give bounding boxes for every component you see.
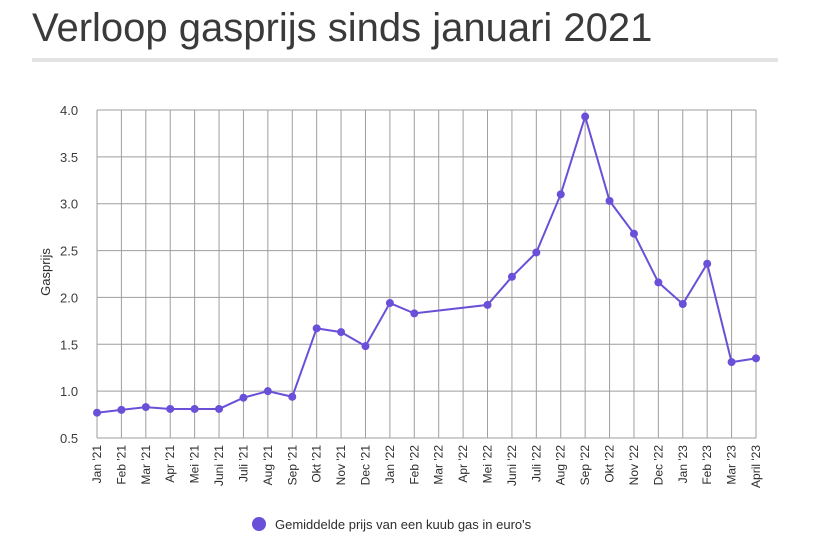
data-point xyxy=(581,112,590,121)
y-tick-label: 4.0 xyxy=(60,103,78,118)
data-point xyxy=(361,342,370,351)
x-tick-label: Mar '22 xyxy=(432,445,446,485)
x-tick-labels: Jan '21 Feb '21 Mar '21 Apr '21 Mei '21 Juni … xyxy=(90,445,763,488)
x-tick-label: Juli '21 xyxy=(236,445,250,482)
x-tick-label: Sep '22 xyxy=(578,445,592,486)
data-point xyxy=(556,190,565,199)
x-tick-label: Mei '21 xyxy=(188,445,202,484)
data-point xyxy=(629,229,638,238)
vertical-gridlines xyxy=(96,110,757,438)
y-tick-label: 3.0 xyxy=(60,197,78,212)
data-point xyxy=(605,196,614,205)
y-tick-label: 3.5 xyxy=(60,150,78,165)
data-point xyxy=(190,404,199,413)
series-line xyxy=(96,113,757,414)
data-point xyxy=(239,393,248,402)
data-point xyxy=(288,392,297,401)
x-tick-label: Juli '22 xyxy=(529,445,543,482)
legend-label: Gemiddelde prijs van een kuub gas in eur… xyxy=(275,517,532,532)
y-axis-label: Gasprijs xyxy=(38,248,53,296)
data-point xyxy=(678,299,687,308)
y-tick-label: 2.5 xyxy=(60,244,78,259)
data-point xyxy=(337,328,346,337)
x-tick-label: Apr '21 xyxy=(163,445,177,483)
data-point xyxy=(752,354,760,363)
data-point xyxy=(215,404,224,413)
y-tick-labels: 0.5 1.0 1.5 2.0 2.5 3.0 3.5 4.0 xyxy=(60,103,78,446)
x-tick-label: Dec '22 xyxy=(651,445,665,486)
x-tick-label: Aug '21 xyxy=(261,445,275,486)
y-tick-label: 0.5 xyxy=(60,431,78,446)
data-point xyxy=(117,405,126,414)
title-divider xyxy=(32,58,778,62)
x-tick-label: Aug '22 xyxy=(554,445,568,486)
data-point xyxy=(410,309,419,318)
legend-marker xyxy=(252,517,266,531)
data-points xyxy=(93,112,760,417)
x-tick-label: April '23 xyxy=(749,445,763,488)
x-tick-label: Mei '22 xyxy=(481,445,495,484)
data-point xyxy=(654,278,663,287)
y-tick-label: 1.0 xyxy=(60,384,78,399)
x-tick-label: Apr '22 xyxy=(456,445,470,483)
horizontal-gridlines xyxy=(97,109,756,439)
x-tick-label: Mar '21 xyxy=(139,445,153,485)
data-point xyxy=(312,324,321,333)
x-tick-label: Dec '21 xyxy=(358,445,372,486)
data-point xyxy=(93,408,101,417)
x-tick-label: Juni '21 xyxy=(212,445,226,486)
data-point xyxy=(727,358,736,367)
x-tick-label: Okt '21 xyxy=(310,445,324,483)
x-tick-label: Jan '23 xyxy=(676,445,690,484)
data-point xyxy=(507,272,516,281)
data-point xyxy=(263,387,272,396)
legend: Gemiddelde prijs van een kuub gas in eur… xyxy=(252,517,532,532)
y-tick-label: 1.5 xyxy=(60,337,78,352)
x-tick-label: Sep '21 xyxy=(285,445,299,486)
x-tick-label: Feb '22 xyxy=(407,445,421,485)
page-title: Verloop gasprijs sinds januari 2021 xyxy=(32,6,653,50)
x-tick-label: Okt '22 xyxy=(603,445,617,483)
data-point xyxy=(141,403,150,412)
data-point xyxy=(483,300,492,309)
x-tick-label: Juni '22 xyxy=(505,445,519,486)
x-tick-label: Nov '22 xyxy=(627,445,641,486)
x-tick-label: Nov '21 xyxy=(334,445,348,486)
x-tick-label: Feb '21 xyxy=(114,445,128,485)
x-tick-label: Jan '22 xyxy=(383,445,397,484)
data-point xyxy=(385,299,394,308)
data-point xyxy=(532,248,541,257)
x-tick-label: Feb '23 xyxy=(700,445,714,485)
y-tick-label: 2.0 xyxy=(60,290,78,305)
data-point xyxy=(703,259,712,268)
data-point xyxy=(166,404,175,413)
x-tick-label: Jan '21 xyxy=(90,445,104,484)
x-tick-label: Mar '23 xyxy=(725,445,739,485)
